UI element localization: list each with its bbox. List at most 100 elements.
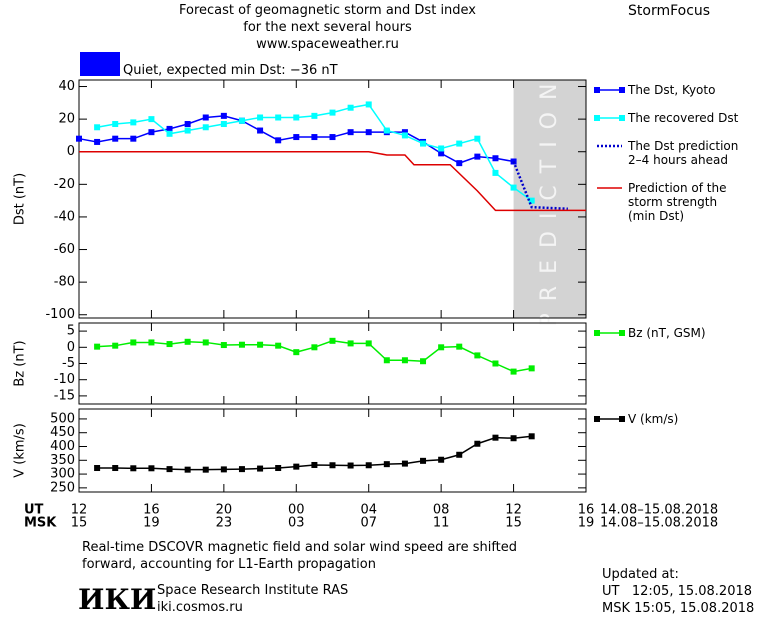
x-tick-label: 16 (578, 503, 595, 518)
data-point (492, 434, 499, 441)
data-point (112, 135, 119, 142)
data-point (238, 117, 245, 124)
data-point (510, 368, 517, 375)
logo: ИКИ (78, 583, 157, 616)
data-point (510, 184, 517, 191)
data-point (130, 135, 137, 142)
data-point (401, 129, 408, 136)
x-tick-label: 16 (143, 503, 160, 518)
data-point (238, 341, 245, 348)
data-point (365, 340, 372, 347)
data-point (257, 114, 264, 121)
y-tick-label: -60 (54, 242, 75, 257)
data-point (401, 460, 408, 467)
data-point (438, 145, 445, 152)
x-tick-label-msk: 23 (216, 516, 233, 531)
y-tick-label: 0 (67, 144, 75, 159)
data-point (130, 465, 137, 472)
data-point (329, 462, 336, 469)
legend-marker (594, 330, 600, 336)
x-tick-label-msk: 07 (360, 516, 377, 531)
series-line (96, 103, 533, 202)
y-tick-label: -100 (45, 307, 75, 322)
x-tick-label: 00 (288, 503, 305, 518)
data-point (528, 365, 535, 372)
data-point (130, 339, 137, 346)
data-point (94, 465, 101, 472)
data-point (148, 129, 155, 136)
y-tick-label: 5 (67, 324, 75, 339)
series-line (79, 150, 586, 212)
x-tick-label: 04 (360, 503, 377, 518)
data-point (474, 440, 481, 447)
legend-label: The recovered Dst (628, 111, 739, 125)
data-point (438, 150, 445, 157)
data-point (347, 104, 354, 111)
prediction-label: PREDICTION (537, 72, 562, 327)
data-point (112, 465, 119, 472)
data-point (184, 121, 191, 128)
x-tick-label: 12 (71, 503, 88, 518)
data-point (383, 461, 390, 468)
data-point (76, 135, 82, 142)
data-point (202, 339, 209, 346)
y-tick-label: 20 (58, 112, 75, 127)
legend-label: Bz (nT, GSM) (628, 326, 706, 340)
data-point (492, 360, 499, 367)
x-tick-label: 12 (505, 503, 522, 518)
data-point (401, 132, 408, 139)
data-point (202, 114, 209, 121)
status-box (80, 52, 120, 76)
data-point (329, 109, 336, 116)
data-point (220, 342, 227, 349)
data-point (438, 344, 445, 351)
legend-label: The Dst, Kyoto (628, 83, 716, 97)
data-point (220, 121, 227, 128)
data-point (329, 134, 336, 141)
date-range: 14.08–15.08.2018 (600, 503, 718, 518)
data-point (184, 338, 191, 345)
y-tick-label: 250 (50, 480, 75, 495)
x-axis-label: UT (24, 503, 44, 518)
data-point (275, 465, 282, 472)
data-point (130, 119, 137, 126)
data-point (202, 466, 209, 473)
title-line: www.spaceweather.ru (256, 37, 399, 52)
data-point (456, 140, 463, 147)
series-line (512, 161, 568, 211)
data-point (166, 130, 173, 137)
brand: StormFocus (628, 3, 711, 19)
legend-label: Prediction of the storm strength (min Ds… (628, 181, 727, 223)
data-point (420, 457, 427, 464)
data-point (365, 462, 372, 469)
data-point (184, 466, 191, 473)
site: iki.cosmos.ru (157, 600, 243, 615)
y-tick-label: 500 (50, 411, 75, 426)
y-tick-label: 0 (67, 340, 75, 355)
data-point (275, 114, 282, 121)
data-point (311, 461, 318, 468)
x-tick-label-msk: 19 (143, 516, 160, 531)
data-point (492, 155, 499, 162)
data-point (166, 466, 173, 473)
data-point (456, 160, 463, 167)
x-tick-label: 08 (433, 503, 450, 518)
data-point (257, 127, 264, 134)
data-point (184, 127, 191, 134)
prediction-zone (513, 80, 586, 318)
data-point (474, 153, 481, 160)
data-point (238, 466, 245, 473)
y-axis-label: V (km/s) (13, 423, 28, 478)
x-tick-label-msk: 03 (288, 516, 305, 531)
x-tick-label-msk: 19 (578, 516, 595, 531)
data-point (438, 456, 445, 463)
data-point (456, 451, 463, 458)
data-point (474, 135, 481, 142)
data-point (94, 343, 101, 350)
data-point (347, 340, 354, 347)
plot-frame (78, 408, 587, 493)
y-axis-label: Dst (nT) (13, 173, 28, 225)
data-point (293, 463, 300, 470)
plot-frame (78, 79, 587, 319)
legend-marker (594, 87, 600, 93)
